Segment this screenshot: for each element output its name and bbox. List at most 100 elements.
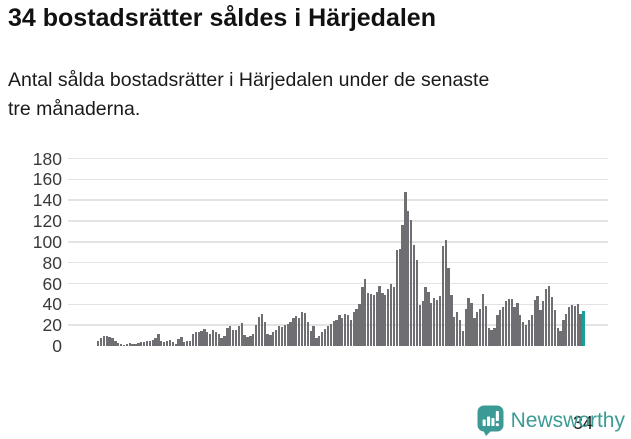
bar [122, 344, 126, 346]
bar [490, 330, 493, 346]
bar [545, 288, 548, 346]
bar [326, 326, 330, 346]
bar [289, 322, 292, 346]
bar [119, 343, 123, 346]
bar [217, 333, 220, 346]
bar [501, 307, 505, 346]
bar [145, 340, 149, 346]
bar [125, 343, 129, 346]
bar [395, 250, 398, 346]
bar [283, 325, 286, 346]
y-tick-label-60: 60 [42, 273, 62, 294]
bar [137, 342, 140, 346]
bar [430, 303, 433, 346]
bar [171, 341, 174, 346]
bar [134, 343, 137, 346]
bar [108, 336, 111, 346]
bar [163, 341, 166, 346]
bar [226, 328, 229, 346]
bar [220, 337, 223, 346]
bar [381, 292, 384, 346]
bar [102, 335, 106, 346]
bar [335, 319, 338, 346]
gridline-120 [68, 220, 608, 222]
bar [467, 298, 470, 346]
bar [160, 340, 163, 346]
bar [105, 335, 108, 346]
bar [464, 308, 467, 346]
bar [433, 298, 436, 346]
bar [341, 317, 344, 346]
bar [168, 339, 172, 346]
bar [493, 328, 496, 346]
bar [458, 319, 462, 346]
bar [550, 297, 554, 346]
gridline-40 [68, 303, 608, 306]
bar [579, 313, 582, 346]
bar [197, 332, 200, 346]
bar [565, 313, 568, 346]
bar [243, 334, 246, 346]
bar [200, 331, 203, 346]
bar [249, 335, 252, 346]
bar [254, 325, 258, 346]
bar [576, 304, 579, 346]
bar [530, 314, 533, 346]
bar [364, 279, 367, 346]
bar [231, 330, 235, 346]
bar [97, 340, 100, 346]
bar [140, 341, 143, 346]
bar [513, 307, 516, 346]
bar [484, 306, 488, 346]
bar [315, 337, 318, 346]
bar [157, 333, 160, 346]
bar [286, 324, 289, 346]
bar [269, 334, 272, 346]
bar [223, 335, 226, 346]
bar [272, 332, 275, 346]
bar [444, 239, 447, 346]
bar [542, 301, 545, 346]
bar [151, 339, 154, 346]
bar [453, 316, 456, 346]
bar [568, 307, 571, 346]
bar [329, 324, 332, 346]
y-tick-label-0: 0 [52, 336, 62, 356]
gridline-100 [68, 241, 608, 243]
gridline-140 [68, 199, 608, 201]
bar [338, 314, 341, 346]
bar [447, 267, 450, 346]
bar [418, 305, 421, 346]
bar [229, 326, 232, 346]
bar [372, 294, 375, 346]
bar [421, 301, 424, 346]
bar [234, 330, 238, 346]
bar [194, 332, 197, 346]
bar [240, 323, 243, 346]
bar [527, 319, 531, 346]
bar [516, 303, 519, 346]
bar [332, 321, 335, 346]
bar [183, 341, 186, 346]
gridline-180 [68, 157, 608, 160]
bar [358, 304, 361, 346]
bar [209, 333, 212, 346]
bar [539, 309, 542, 346]
bar [154, 337, 157, 346]
bar [346, 314, 350, 346]
bar [128, 342, 131, 346]
bar [275, 330, 278, 346]
bar [142, 341, 146, 346]
bar [553, 309, 556, 346]
bar [387, 288, 390, 346]
bar [398, 249, 401, 346]
bar [559, 331, 562, 346]
bar [522, 322, 525, 346]
bar [392, 286, 396, 346]
bar [361, 286, 364, 346]
bar [487, 328, 490, 346]
bar [533, 300, 536, 346]
bar [369, 293, 373, 346]
